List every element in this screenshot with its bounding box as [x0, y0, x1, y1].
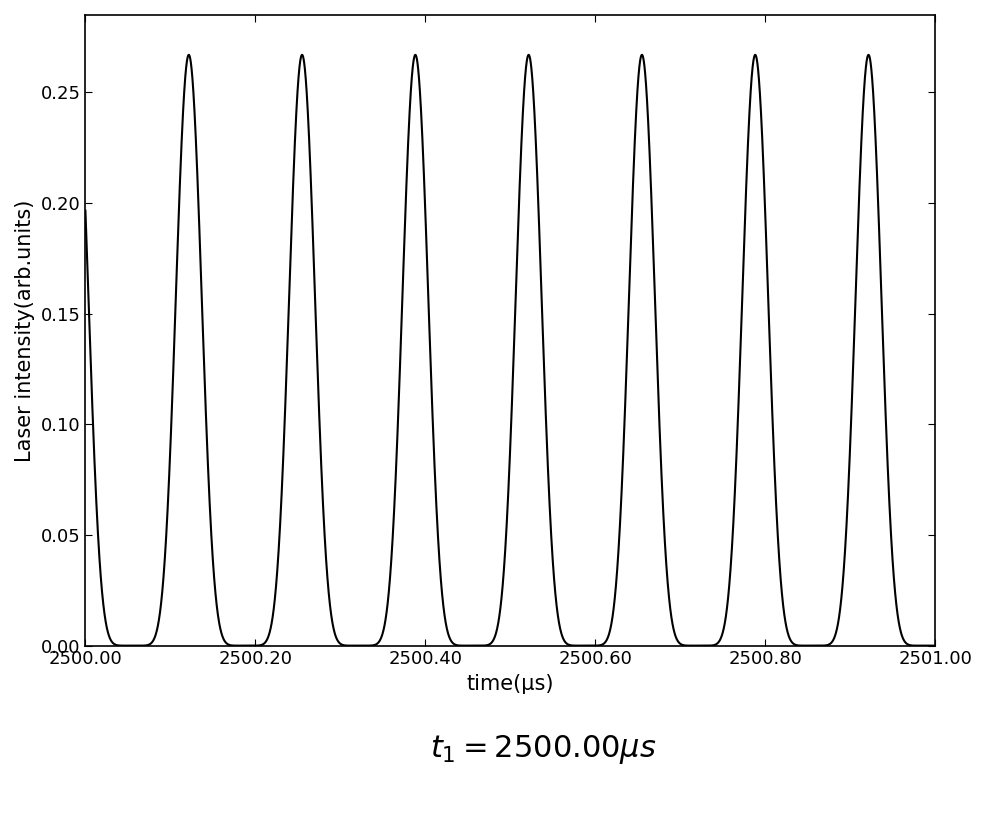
Y-axis label: Laser intensity(arb.units): Laser intensity(arb.units): [15, 199, 35, 461]
X-axis label: time(μs): time(μs): [466, 674, 553, 694]
Text: $t_1 = 2500.00\mu s$: $t_1 = 2500.00\mu s$: [429, 734, 656, 766]
